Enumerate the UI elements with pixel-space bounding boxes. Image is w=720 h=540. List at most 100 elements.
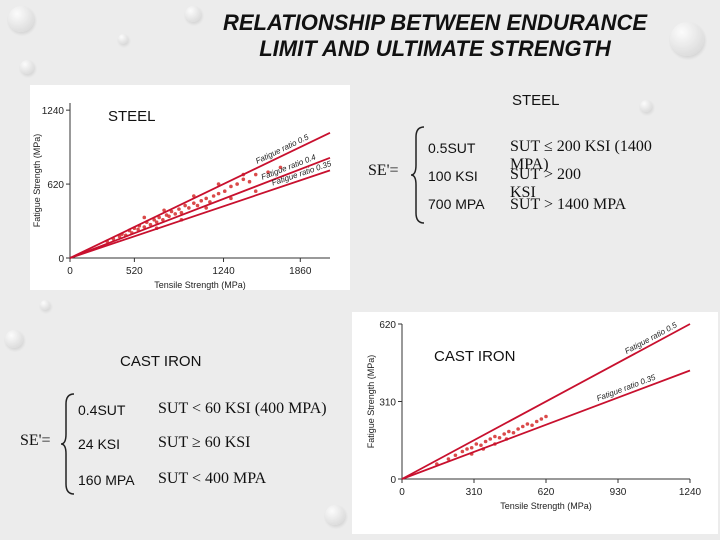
steel-row-condition-3: SUT > 1400 MPA — [510, 196, 627, 213]
cast-iron-row-condition-3: SUT < 400 MPA — [158, 470, 267, 487]
data-point — [154, 220, 159, 225]
data-point — [488, 437, 493, 441]
x-tick-label: 930 — [610, 487, 627, 498]
steel-chart-panel: 0 520 1240 1860 0 620 1240 Tensile Strength (MP… — [30, 85, 350, 290]
data-point — [199, 198, 204, 203]
data-point — [204, 206, 208, 210]
water-drop-decoration — [20, 60, 34, 74]
data-point — [253, 172, 258, 177]
data-point — [142, 225, 147, 229]
steel-chart-label: STEEL — [108, 108, 156, 125]
fatigue-ratio-label: Fatigue ratio 0.5 — [623, 320, 679, 356]
x-tick-label: 620 — [538, 487, 555, 498]
x-axis-label: Tensile Strength (MPa) — [154, 280, 246, 290]
data-point — [173, 212, 178, 216]
data-point — [241, 177, 246, 182]
fatigue-ratio-line — [69, 157, 331, 259]
steel-row-value-3: 700 MPA — [428, 196, 485, 212]
data-point — [229, 196, 233, 201]
fatigue-ratio-label: Fatigue ratio 0.35 — [595, 373, 657, 404]
data-point — [169, 209, 174, 214]
fatigue-ratio-line — [69, 169, 331, 259]
data-point — [266, 170, 270, 174]
data-point — [253, 189, 258, 194]
water-drop-decoration — [118, 34, 128, 44]
data-point — [520, 424, 525, 429]
data-point — [493, 434, 497, 439]
cast-iron-row-condition-1: SUT < 60 KSI (400 MPA) — [158, 400, 327, 417]
y-axis-label: Fatigue Strength (MPa) — [366, 355, 376, 449]
water-drop-decoration — [185, 6, 201, 22]
water-drop-decoration — [640, 100, 652, 112]
data-point — [502, 432, 506, 436]
data-point — [136, 227, 140, 232]
data-point — [187, 206, 191, 210]
data-point — [483, 439, 488, 444]
cast-iron-row-value-2: 24 KSI — [78, 436, 121, 452]
y-tick-label: 310 — [379, 398, 396, 409]
data-point — [211, 194, 216, 198]
steel-row-condition-1: SUT ≤ 200 KSI (1400 MPA) — [510, 138, 652, 173]
data-point — [539, 417, 544, 421]
data-point — [195, 203, 200, 208]
data-point — [525, 422, 530, 426]
fatigue-ratio-line — [69, 131, 331, 259]
cast-iron-lhs-text: SE'= — [20, 432, 51, 449]
cast-iron-row-value-3: 160 MPA — [78, 472, 135, 488]
data-point — [453, 453, 458, 458]
y-tick-label: 0 — [390, 475, 396, 486]
data-point — [465, 447, 469, 451]
data-point — [469, 445, 474, 450]
data-point — [192, 201, 196, 205]
x-tick-label: 1240 — [679, 487, 702, 498]
fatigue-ratio-line — [401, 369, 691, 480]
y-tick-label: 620 — [379, 320, 396, 331]
data-point — [511, 430, 516, 435]
cast-iron-brace-icon — [60, 393, 75, 495]
data-point — [148, 222, 153, 227]
data-point — [216, 191, 221, 196]
data-point — [204, 196, 208, 201]
data-point — [235, 182, 239, 186]
data-point — [117, 234, 122, 239]
data-point — [142, 215, 147, 220]
data-point — [162, 208, 166, 213]
fatigue-ratio-line — [401, 323, 691, 480]
y-axis-label: Fatigue Strength (MPa) — [32, 134, 42, 228]
x-tick-label: 520 — [126, 266, 143, 277]
steel-chart: 0 520 1240 1860 0 620 1240 Tensile Strength (MP… — [32, 103, 333, 290]
water-drop-decoration — [325, 505, 345, 525]
data-point — [216, 182, 221, 186]
cast-iron-formula-lhs: SE'= — [20, 432, 51, 450]
y-tick-label: 1240 — [42, 106, 65, 117]
x-tick-label: 1860 — [289, 266, 312, 277]
cast-iron-left-label: CAST IRON — [120, 353, 202, 370]
x-tick-label: 0 — [399, 487, 405, 498]
cast-iron-chart: 0 310 620 930 1240 0 310 620 Tensile Strength (M… — [366, 320, 702, 511]
cast-iron-chart-panel: 0 310 620 930 1240 0 310 620 Tensile Strength (M… — [352, 312, 718, 534]
water-drop-decoration — [8, 6, 34, 32]
data-point — [222, 189, 227, 194]
data-point — [167, 214, 171, 219]
data-point — [278, 165, 283, 170]
data-point — [534, 419, 539, 424]
water-drop-decoration — [40, 300, 50, 310]
data-point — [152, 218, 156, 222]
data-point — [446, 457, 451, 461]
data-point — [161, 218, 165, 222]
steel-row-value-1: 0.5SUT — [428, 140, 476, 156]
water-drop-decoration — [670, 22, 704, 56]
x-tick-label: 1240 — [212, 266, 235, 277]
steel-brace-icon — [410, 126, 425, 224]
data-point — [192, 194, 196, 198]
steel-formula-lhs: SE'= — [368, 162, 399, 180]
cast-iron-row-value-1: 0.4SUT — [78, 402, 126, 418]
steel-right-label: STEEL — [512, 92, 560, 109]
data-point — [479, 443, 483, 448]
data-point — [247, 179, 252, 184]
steel-lhs-text: SE'= — [368, 162, 399, 179]
x-tick-label: 310 — [466, 487, 483, 498]
data-point — [497, 435, 502, 440]
data-point — [507, 429, 511, 434]
data-point — [157, 215, 161, 220]
